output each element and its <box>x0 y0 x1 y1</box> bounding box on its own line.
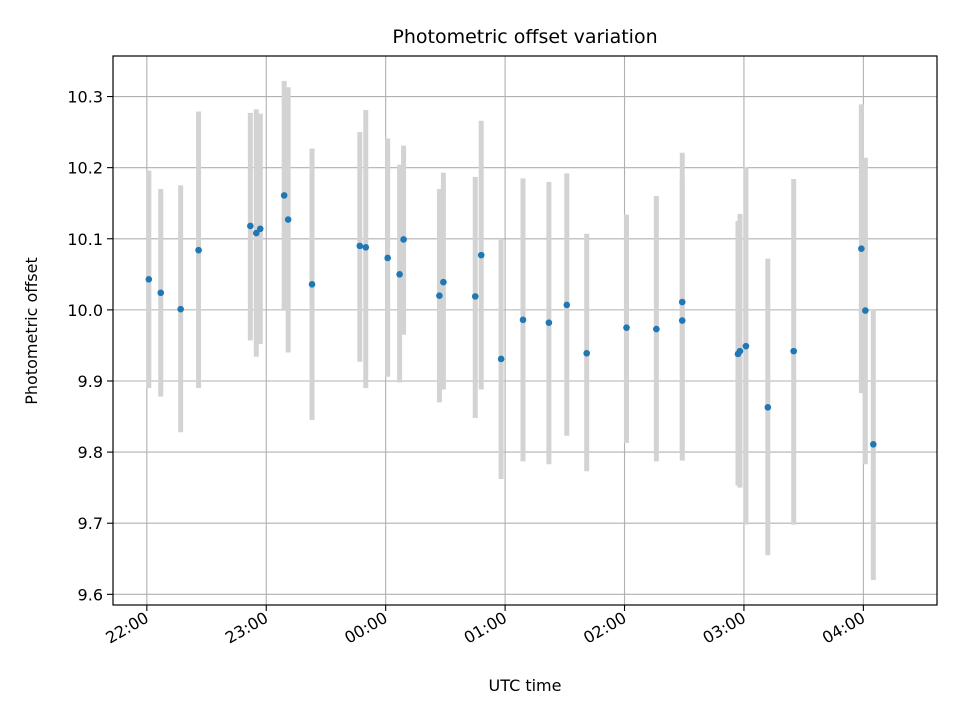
y-tick-label: 9.7 <box>78 514 103 533</box>
data-point <box>362 243 370 251</box>
y-tick-label: 10.1 <box>67 230 103 249</box>
data-point <box>308 280 316 288</box>
chart-title: Photometric offset variation <box>392 26 657 48</box>
data-point <box>623 324 630 331</box>
y-axis-label: Photometric offset <box>22 257 41 405</box>
data-point <box>858 245 865 253</box>
data-point <box>471 293 479 300</box>
data-point <box>247 222 254 230</box>
data-point <box>177 305 184 313</box>
data-point <box>195 246 202 254</box>
y-tick-label: 9.8 <box>78 443 103 462</box>
data-point <box>790 347 797 355</box>
data-point <box>253 229 260 237</box>
data-point <box>742 342 750 350</box>
data-point <box>440 278 447 286</box>
data-point <box>145 275 153 283</box>
y-axis-ticks: 9.6 9.7 9.8 9.9 10.0 10.1 10.2 10.3 <box>67 88 113 604</box>
data-points <box>145 192 877 448</box>
x-axis-label: UTC time <box>489 676 562 695</box>
data-point <box>436 292 443 299</box>
data-point <box>157 289 165 297</box>
data-point <box>545 319 553 326</box>
data-point <box>862 307 869 314</box>
plot-frame <box>112 55 938 606</box>
data-point <box>356 242 364 250</box>
y-tick-label: 9.6 <box>78 585 103 604</box>
data-point <box>736 347 744 355</box>
data-point <box>497 355 505 363</box>
y-tick-label: 10.2 <box>67 159 103 178</box>
data-point <box>563 301 571 309</box>
data-point <box>678 317 686 324</box>
data-point <box>280 192 288 199</box>
y-tick-label: 10.0 <box>67 301 103 320</box>
data-point <box>400 236 407 243</box>
data-point <box>583 349 591 357</box>
y-tick-label: 10.3 <box>67 88 103 107</box>
data-point <box>256 225 264 233</box>
data-point <box>653 325 660 333</box>
data-point <box>764 404 772 411</box>
data-point <box>477 251 485 259</box>
data-point <box>396 271 403 278</box>
data-point <box>284 216 292 223</box>
y-tick-label: 9.9 <box>78 372 103 391</box>
data-point <box>519 316 527 324</box>
data-point <box>678 298 686 306</box>
data-point <box>384 254 391 262</box>
data-point <box>870 440 877 448</box>
